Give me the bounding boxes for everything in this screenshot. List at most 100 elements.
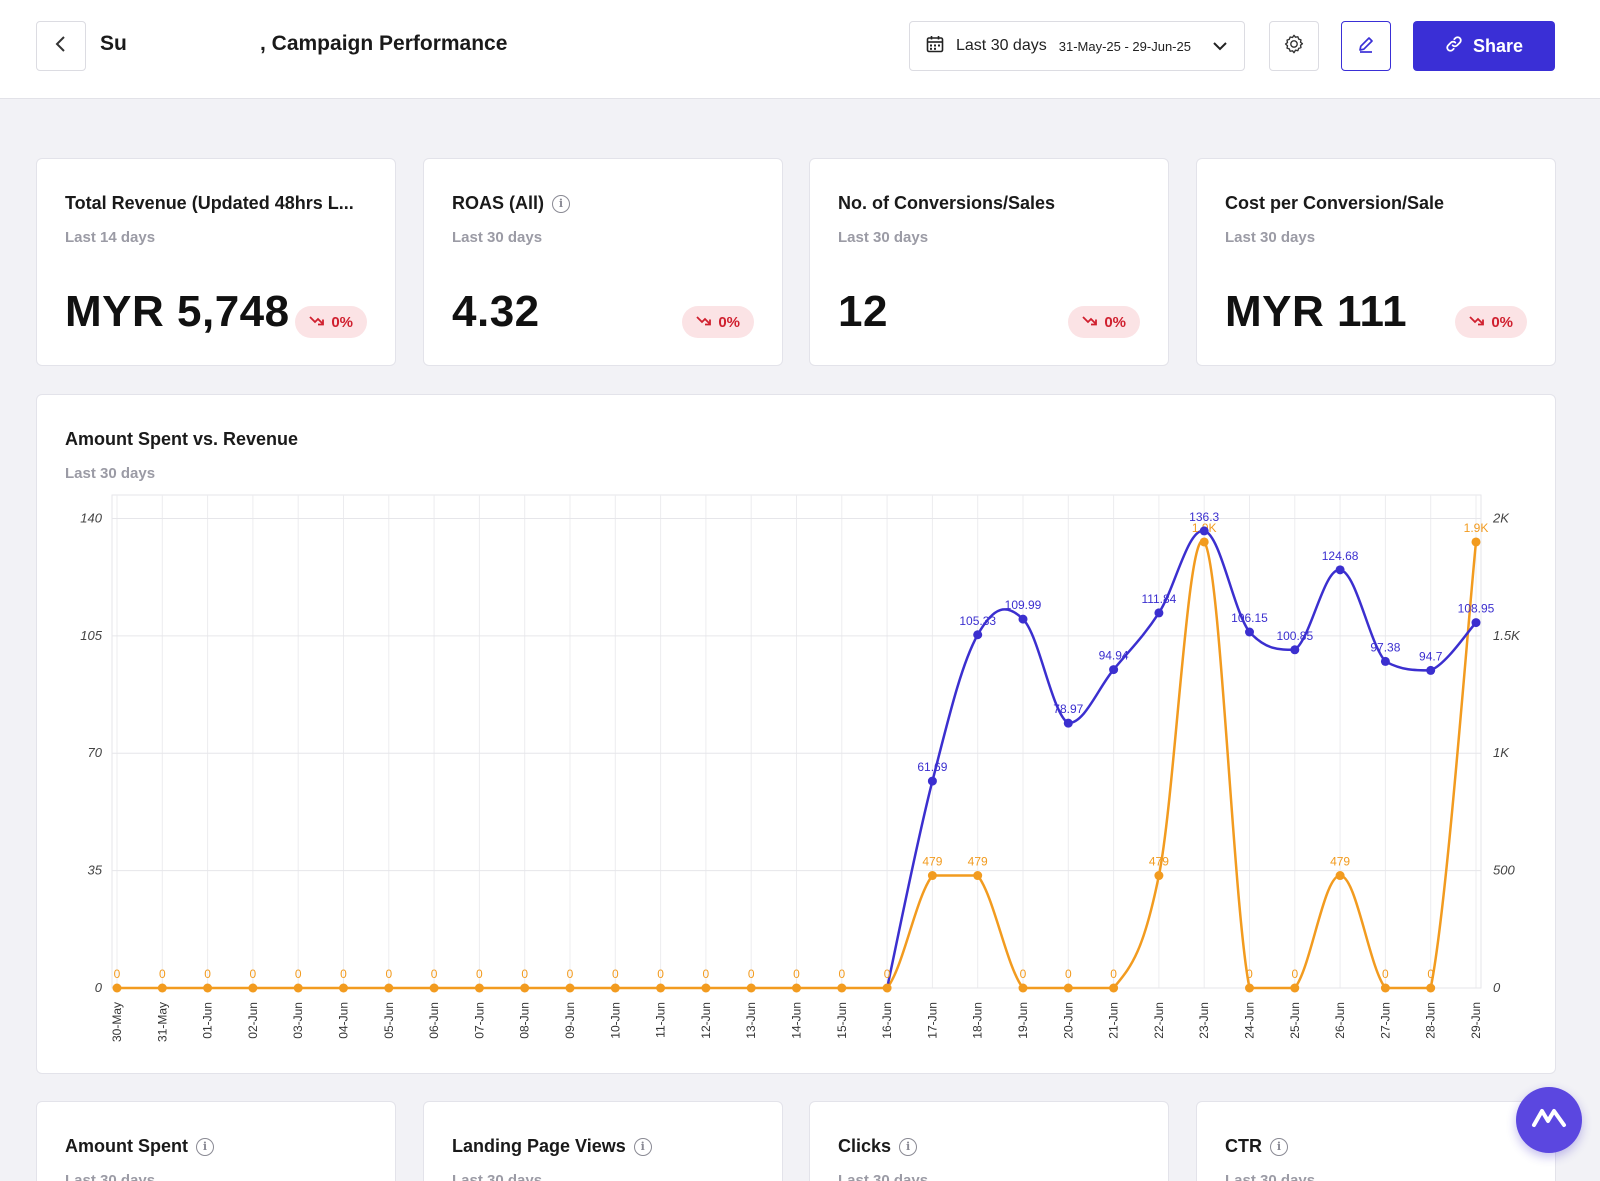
kpi-card-ctr[interactable]: CTR i Last 30 days	[1196, 1101, 1556, 1181]
back-button[interactable]	[36, 21, 86, 71]
data-point-revenue	[1063, 983, 1073, 993]
data-point-amount-spent	[1109, 665, 1119, 675]
data-label-revenue: 0	[1065, 967, 1072, 981]
data-label-revenue: 479	[1330, 855, 1350, 869]
x-tick-label: 14-Jun	[790, 1002, 804, 1039]
kpi-subtitle: Last 30 days	[1225, 1172, 1316, 1181]
data-point-revenue	[157, 983, 167, 993]
kpi-card-cost-per-conversion[interactable]: Cost per Conversion/Sale Last 30 days MY…	[1196, 158, 1556, 366]
data-point-amount-spent	[1199, 526, 1209, 536]
calendar-icon	[926, 35, 944, 58]
data-point-amount-spent	[1471, 618, 1481, 628]
data-point-revenue	[203, 983, 213, 993]
data-point-revenue	[1335, 871, 1345, 881]
kpi-title-text: Total Revenue (Updated 48hrs L...	[65, 193, 354, 213]
x-tick-label: 03-Jun	[291, 1002, 305, 1039]
x-tick-label: 20-Jun	[1061, 1002, 1075, 1039]
data-label-revenue: 0	[431, 967, 438, 981]
x-tick-label: 09-Jun	[563, 1002, 577, 1039]
y-left-tick-label: 140	[80, 510, 102, 525]
series-line-amount-spent	[885, 529, 1477, 989]
kpi-card-amount-spent[interactable]: Amount Spent i Last 30 days	[36, 1101, 396, 1181]
share-label: Share	[1472, 35, 1524, 56]
chart-card-spent-vs-revenue: 0 35 70 105 140 0 500 1K 1.5K 2K 30-May 31-May 01-Ju…	[36, 394, 1556, 1074]
kpi-card-roas[interactable]: ROAS (All) i Last 30 days 4.32 0%	[423, 158, 783, 366]
data-label-revenue: 479	[922, 855, 942, 869]
kpi-title: Cost per Conversion/Sale	[1225, 193, 1444, 214]
x-tick-label: 21-Jun	[1107, 1002, 1121, 1039]
data-point-revenue	[520, 983, 530, 993]
x-tick-label: 15-Jun	[835, 1002, 849, 1039]
settings-button[interactable]	[1269, 21, 1319, 71]
data-point-revenue	[837, 983, 847, 993]
data-label-revenue: 0	[1427, 967, 1434, 981]
kpi-title-text: Landing Page Views	[452, 1136, 626, 1156]
kpi-card-conversions[interactable]: No. of Conversions/Sales Last 30 days 12…	[809, 158, 1169, 366]
data-label-amount-spent: 94.7	[1419, 649, 1443, 663]
date-range-dates: 31-May-25 - 29-Jun-25	[1058, 38, 1191, 54]
data-label-amount-spent: 109.99	[1005, 598, 1042, 612]
x-tick-label: 31-May	[155, 1002, 169, 1042]
data-label-revenue: 0	[612, 967, 619, 981]
data-point-amount-spent	[1335, 565, 1345, 575]
share-button[interactable]: Share	[1413, 21, 1555, 71]
change-value: 0%	[331, 313, 353, 331]
data-point-revenue	[656, 983, 666, 993]
data-point-revenue	[792, 983, 801, 993]
kpi-title-text: ROAS (All)	[452, 193, 544, 213]
info-icon[interactable]: i	[633, 1137, 652, 1156]
x-tick-label: 10-Jun	[608, 1002, 622, 1039]
x-tick-label: 19-Jun	[1016, 1002, 1030, 1039]
trend-down-icon	[1082, 314, 1098, 331]
top-bar: Su , Campaign Performance Last 30 days 31…	[0, 0, 1600, 99]
x-tick-label: 01-Jun	[201, 1002, 215, 1039]
x-tick-label: 08-Jun	[518, 1002, 532, 1039]
data-label-revenue: 0	[385, 967, 392, 981]
kpi-title-text: Cost per Conversion/Sale	[1225, 193, 1445, 213]
x-tick-label: 11-Jun	[654, 1002, 668, 1038]
y-right-tick-label: 500	[1493, 863, 1515, 878]
info-icon[interactable]: i	[899, 1137, 918, 1156]
kpi-title: Clicks i	[838, 1136, 918, 1157]
kpi-subtitle: Last 30 days	[452, 1172, 543, 1181]
kpi-card-clicks[interactable]: Clicks i Last 30 days	[809, 1101, 1169, 1181]
date-range-label: Last 30 days	[956, 37, 1047, 54]
y-right-tick-label: 1.5K	[1493, 628, 1521, 643]
edit-button[interactable]	[1341, 21, 1391, 71]
kpi-subtitle: Last 30 days	[452, 229, 543, 246]
x-tick-label: 06-Jun	[427, 1002, 441, 1039]
x-tick-label: 24-Jun	[1243, 1002, 1257, 1039]
data-label-revenue: 0	[295, 967, 302, 981]
data-point-revenue	[610, 983, 620, 993]
info-icon[interactable]: i	[196, 1137, 214, 1156]
assistant-button[interactable]	[1516, 1087, 1582, 1153]
data-label-amount-spent: 106.15	[1231, 611, 1268, 625]
x-tick-label: 12-Jun	[699, 1002, 713, 1039]
kpi-card-total-revenue[interactable]: Total Revenue (Updated 48hrs L... Last 1…	[36, 158, 396, 366]
data-label-revenue: 479	[968, 855, 988, 869]
info-icon[interactable]: i	[1270, 1137, 1288, 1156]
data-label-revenue: 0	[703, 967, 710, 981]
y-left-tick-label: 105	[80, 628, 102, 643]
x-tick-label: 26-Jun	[1333, 1002, 1347, 1039]
kpi-value: 4.32	[452, 287, 540, 336]
kpi-title-text: No. of Conversions/Sales	[838, 193, 1056, 213]
kpi-subtitle: Last 30 days	[65, 1172, 156, 1181]
data-label-revenue: 0	[1020, 967, 1027, 981]
x-tick-label: 27-Jun	[1378, 1002, 1392, 1039]
data-point-amount-spent	[973, 630, 983, 640]
kpi-subtitle: Last 14 days	[65, 229, 156, 246]
x-tick-label: 13-Jun	[744, 1002, 758, 1039]
data-point-revenue	[293, 983, 303, 993]
date-range-picker[interactable]: Last 30 days 31-May-25 - 29-Jun-25	[909, 21, 1245, 71]
kpi-card-landing-page-views[interactable]: Landing Page Views i Last 30 days	[423, 1101, 783, 1181]
info-icon[interactable]: i	[552, 194, 570, 213]
data-label-amount-spent: 111.84	[1141, 592, 1176, 606]
x-tick-label: 23-Jun	[1197, 1002, 1211, 1039]
data-point-revenue	[1245, 983, 1254, 993]
trend-down-icon	[1469, 314, 1485, 331]
kpi-subtitle: Last 30 days	[838, 229, 929, 246]
data-point-revenue	[1199, 537, 1209, 547]
data-label-amount-spent: 97.38	[1370, 640, 1400, 654]
data-label-revenue: 1.9K	[1464, 521, 1489, 535]
